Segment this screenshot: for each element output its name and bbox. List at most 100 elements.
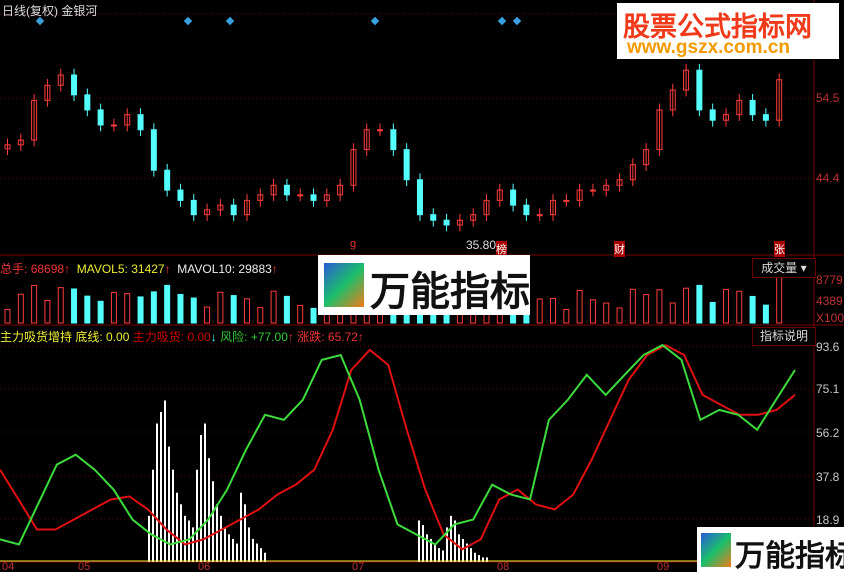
- candle: [616, 179, 623, 186]
- mavol5-label: MAVOL5:: [76, 262, 128, 276]
- candle: [363, 129, 370, 151]
- indicator-help-button[interactable]: 指标说明: [752, 327, 816, 346]
- brand-watermark: 万能指标: [318, 255, 530, 315]
- histogram-bar: [426, 534, 428, 562]
- candle: [124, 114, 131, 126]
- histogram-bar: [482, 557, 484, 562]
- candle: [17, 139, 24, 146]
- histogram-bar: [228, 534, 230, 562]
- candle: [443, 219, 450, 226]
- volume-tick: 4389: [816, 294, 843, 308]
- volume-bar: [164, 284, 171, 324]
- candle: [97, 109, 104, 126]
- change-value: 65.72: [327, 330, 358, 344]
- marker-bang[interactable]: 榜: [496, 241, 507, 257]
- histogram-bar: [156, 423, 158, 562]
- volume-bar: [4, 308, 11, 324]
- volume-bar: [110, 292, 117, 324]
- arrow-up-icon: ↑: [64, 262, 71, 276]
- candle: [456, 219, 463, 226]
- candle: [496, 189, 503, 201]
- volume-bar: [217, 291, 224, 324]
- volume-bar: [563, 308, 570, 324]
- histogram-bar: [422, 525, 424, 562]
- volume-bar: [97, 300, 104, 324]
- histogram-bar: [470, 548, 472, 562]
- candle: [510, 189, 517, 206]
- candle: [589, 189, 596, 192]
- candle: [749, 99, 756, 116]
- x-tick: 09: [657, 561, 670, 572]
- indicator-legend: 主力吸货增持 底线: 0.00 主力吸货: 0.00↓ 风险: +77.00↑ …: [0, 328, 364, 345]
- volume-bar: [190, 297, 197, 324]
- histogram-bar: [418, 520, 420, 562]
- histogram-bar: [232, 538, 234, 562]
- brand-watermark-small: 万能指标: [697, 527, 844, 572]
- signal-diamond-icon: [497, 16, 507, 26]
- histogram-bar: [196, 469, 198, 562]
- volume-tick: 8779: [816, 273, 843, 287]
- candle: [4, 144, 11, 150]
- marker-zhang[interactable]: 张: [774, 241, 785, 257]
- volume-bar: [576, 289, 583, 324]
- site-url: www.gszx.com.cn: [627, 37, 790, 58]
- marker-cai[interactable]: 财: [614, 241, 625, 257]
- histogram-bar: [474, 552, 476, 562]
- volume-bar: [536, 298, 543, 324]
- histogram-bar: [188, 520, 190, 562]
- histogram-bar: [446, 527, 448, 562]
- candle: [310, 194, 317, 201]
- marker-g[interactable]: g: [350, 238, 357, 250]
- signal-diamond-icon: [512, 16, 522, 26]
- buy-value: 0.00: [187, 330, 211, 344]
- candle: [563, 199, 570, 202]
- volume-bar: [709, 301, 716, 324]
- candle: [656, 109, 663, 151]
- histogram-bar: [454, 520, 456, 562]
- candle: [696, 69, 703, 111]
- volume-unit: X100: [816, 311, 844, 325]
- volume-bar: [656, 289, 663, 324]
- arrow-up-icon: ↑: [271, 262, 278, 276]
- stock-name: 金银河: [61, 4, 98, 18]
- volume-bar: [722, 289, 729, 324]
- brand-logo-icon: [324, 263, 364, 307]
- indicator-selector-dropdown[interactable]: 成交量 ▾: [752, 258, 816, 278]
- site-watermark: 股票公式指标网 www.gszx.com.cn: [617, 3, 839, 59]
- candle: [523, 204, 530, 216]
- histogram-bar: [478, 555, 480, 562]
- volume-bar: [84, 295, 91, 324]
- indicator-tick: 18.9: [816, 513, 840, 527]
- candle: [31, 99, 38, 141]
- histogram-bar: [486, 557, 488, 562]
- arrow-up-icon: ↑: [357, 330, 364, 344]
- candle: [536, 214, 543, 217]
- base-label: 底线:: [75, 330, 103, 344]
- histogram-bar: [200, 435, 202, 562]
- candle: [430, 214, 437, 221]
- candle: [217, 204, 224, 211]
- brand-logo-icon: [701, 533, 731, 567]
- histogram-bar: [462, 538, 464, 562]
- histogram-bar: [260, 548, 262, 562]
- histogram-bar: [172, 469, 174, 562]
- volume-bar: [283, 295, 290, 324]
- volume-bar: [643, 294, 650, 324]
- brand-name: 万能指标: [370, 270, 530, 314]
- histogram-bar: [434, 543, 436, 562]
- candle: [270, 184, 277, 196]
- signal-diamond-icon: [35, 16, 45, 26]
- chevron-down-icon: ▾: [800, 261, 807, 275]
- candle: [190, 199, 197, 216]
- volume-bar: [589, 299, 596, 324]
- volume-bar: [310, 307, 317, 324]
- volume-bar: [736, 290, 743, 324]
- indicator-green-line: [0, 343, 796, 546]
- histogram-bar: [240, 492, 242, 562]
- candle: [776, 79, 783, 121]
- site-name: 股票公式指标网: [623, 12, 812, 42]
- indicator-tick: 75.1: [816, 382, 840, 396]
- x-tick: 06: [198, 561, 211, 572]
- chart-title: 日线(复权) 金银河: [2, 2, 97, 19]
- volume-bar: [762, 304, 769, 324]
